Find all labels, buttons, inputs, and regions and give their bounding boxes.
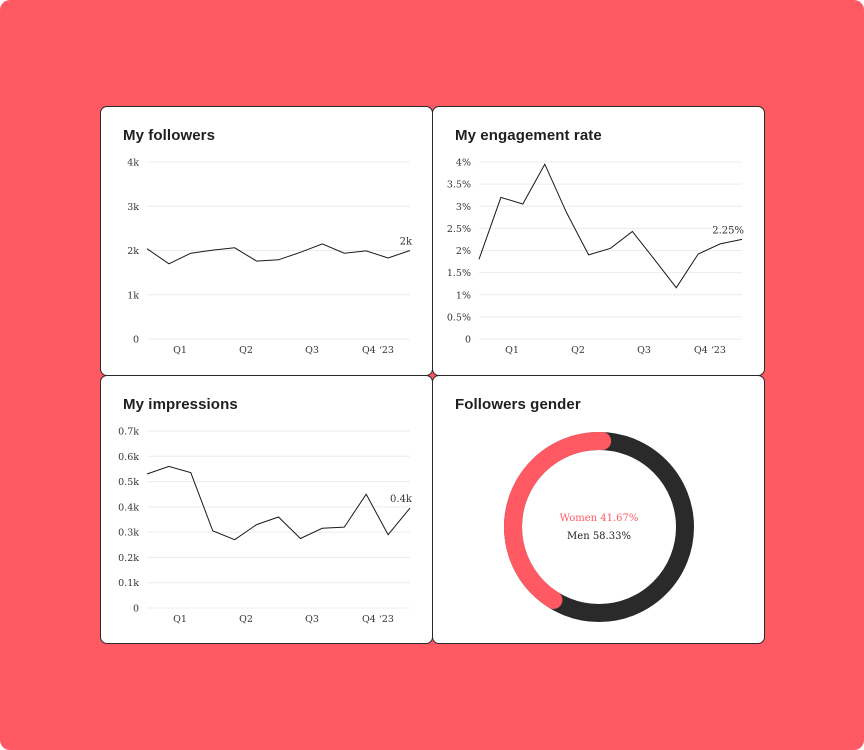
impressions-y-tick: 0.7k	[118, 427, 139, 438]
impressions-y-tick: 0.1k	[118, 578, 139, 589]
donut-label-women: Women 41.67%	[560, 513, 639, 524]
impressions-series-line	[146, 465, 411, 541]
gender-donut-chart: Women 41.67% Men 58.33%	[504, 432, 694, 622]
followers-y-tick: 2k	[127, 246, 139, 257]
followers-chart: 0 1k 2k 3k 4k Q1 Q2 Q3 Q4 ‘23 2k	[127, 158, 413, 357]
followers-y-tick: 0	[133, 335, 139, 346]
impressions-card: My impressions 0 0.1k 0.2k 0.3k 0.4k 0.5k 0.6k…	[100, 375, 433, 644]
followers-y-tick: 4k	[127, 158, 139, 169]
engagement-x-tick: Q3	[637, 345, 651, 356]
engagement-x-tick: Q4 ‘23	[694, 345, 726, 356]
followers-series-line	[146, 243, 411, 265]
engagement-y-tick: 4%	[456, 158, 471, 169]
followers-y-tick: 3k	[127, 202, 139, 213]
followers-x-tick: Q3	[305, 345, 319, 356]
impressions-y-tick: 0.5k	[118, 477, 139, 488]
gender-card: Followers gender Women 41.67% Men 58.33%	[432, 375, 765, 644]
followers-card: My followers 0 1k 2k 3k 4k Q1 Q2 Q3 Q4 ‘23 2k	[100, 106, 433, 376]
followers-x-tick: Q1	[173, 345, 187, 356]
impressions-x-tick: Q2	[239, 614, 253, 625]
gender-card-title: Followers gender	[455, 396, 581, 413]
engagement-y-tick: 1.5%	[447, 268, 471, 279]
engagement-y-tick: 3%	[456, 202, 471, 213]
engagement-end-label: 2.25%	[712, 225, 744, 236]
engagement-x-tick: Q1	[505, 345, 519, 356]
impressions-card-title: My impressions	[123, 396, 238, 413]
impressions-x-tick: Q4 ‘23	[362, 614, 394, 625]
impressions-x-tick: Q3	[305, 614, 319, 625]
impressions-chart: 0 0.1k 0.2k 0.3k 0.4k 0.5k 0.6k 0.7k Q1 Q2 Q3 Q4 ‘2…	[118, 427, 413, 626]
engagement-y-tick: 1%	[456, 290, 471, 301]
engagement-card-title: My engagement rate	[455, 127, 602, 144]
donut-label-men: Men 58.33%	[567, 531, 631, 542]
engagement-chart: 0 0.5% 1% 1.5% 2% 2.5% 3% 3.5% 4% Q1 Q2 Q3 Q4 ‘23 2.2…	[447, 158, 744, 357]
followers-y-tick: 1k	[127, 290, 139, 301]
engagement-card: My engagement rate 0 0.5% 1% 1.5% 2% 2.5% 3% 3.…	[432, 106, 765, 376]
impressions-y-tick: 0.4k	[118, 502, 139, 513]
engagement-y-tick: 2%	[456, 246, 471, 257]
followers-end-label: 2k	[400, 237, 413, 248]
engagement-series-line	[478, 163, 743, 289]
impressions-y-tick: 0.2k	[118, 553, 139, 564]
engagement-y-tick: 0.5%	[447, 312, 471, 323]
engagement-y-tick: 0	[465, 335, 471, 346]
impressions-y-tick: 0.6k	[118, 452, 139, 463]
engagement-y-tick: 2.5%	[447, 224, 471, 235]
impressions-y-tick: 0.3k	[118, 528, 139, 539]
impressions-y-tick: 0	[133, 604, 139, 615]
followers-x-tick: Q4 ‘23	[362, 345, 394, 356]
engagement-x-tick: Q2	[571, 345, 585, 356]
engagement-y-tick: 3.5%	[447, 180, 471, 191]
impressions-x-tick: Q1	[173, 614, 187, 625]
followers-card-title: My followers	[123, 127, 216, 144]
impressions-end-label: 0.4k	[390, 494, 413, 505]
followers-x-tick: Q2	[239, 345, 253, 356]
donut-slice-women	[504, 432, 694, 622]
